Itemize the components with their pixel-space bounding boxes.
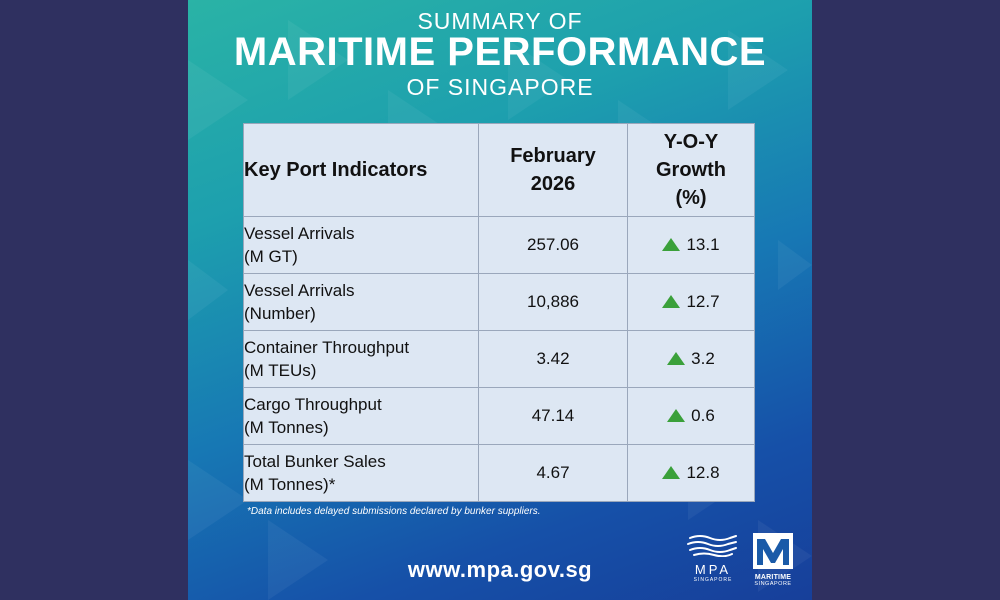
growth-value: 13.1: [686, 235, 720, 254]
indicator-label: Vessel Arrivals (M GT): [243, 216, 479, 274]
indicator-growth: 12.8: [627, 444, 755, 502]
indicator-unit: (M GT): [244, 247, 298, 266]
indicator-label: Vessel Arrivals (Number): [243, 273, 479, 331]
maritime-singapore-m-icon: [753, 533, 793, 569]
table-row: Cargo Throughput (M Tonnes) 47.14 0.6: [243, 387, 755, 445]
indicator-name: Vessel Arrivals: [244, 224, 355, 243]
footnote: *Data includes delayed submissions decla…: [247, 506, 541, 517]
header-yoy-line3: (%): [675, 187, 707, 209]
indicator-value: 47.14: [478, 387, 628, 445]
infographic-poster: SUMMARY OF MARITIME PERFORMANCE OF SINGA…: [188, 0, 812, 600]
header-yoy-growth: Y-O-Y Growth (%): [627, 123, 755, 217]
indicator-value: 257.06: [478, 216, 628, 274]
growth-value: 12.7: [686, 292, 720, 311]
indicator-value: 3.42: [478, 330, 628, 388]
header-yoy-line1: Y-O-Y: [663, 131, 719, 153]
indicator-unit: (M Tonnes): [244, 418, 329, 437]
mpa-logo-sub: SINGAPORE: [693, 577, 733, 583]
indicator-unit: (M TEUs): [244, 361, 317, 380]
growth-value: 0.6: [691, 406, 715, 425]
title-of-singapore: OF SINGAPORE: [406, 74, 594, 100]
table-row: Container Throughput (M TEUs) 3.42 3.2: [243, 330, 755, 388]
table-row: Vessel Arrivals (M GT) 257.06 13.1: [243, 216, 755, 274]
indicator-name: Cargo Throughput: [244, 395, 382, 414]
header-key-port-indicators: Key Port Indicators: [243, 123, 479, 217]
website-link[interactable]: www.mpa.gov.sg: [407, 557, 593, 582]
maritime-singapore-logo: MARITIME SINGAPORE: [748, 533, 798, 591]
header-period-month: February: [510, 145, 596, 167]
title-maritime-performance: MARITIME PERFORMANCE: [233, 30, 767, 74]
header-yoy-line2: Growth: [656, 159, 726, 181]
indicator-value: 10,886: [478, 273, 628, 331]
maritime-singapore-sub: SINGAPORE: [754, 581, 792, 587]
growth-value: 12.8: [686, 463, 720, 482]
indicator-name: Total Bunker Sales: [244, 452, 386, 471]
up-triangle-icon: [667, 352, 686, 365]
indicator-unit: (Number): [244, 304, 316, 323]
up-triangle-icon: [662, 238, 681, 251]
key-port-indicators-table: Key Port Indicators February 2026 Y-O-Y …: [243, 123, 755, 502]
indicator-growth: 12.7: [627, 273, 755, 331]
mpa-logo: MPA SINGAPORE: [683, 533, 743, 591]
growth-value: 3.2: [691, 349, 715, 368]
indicator-growth: 13.1: [627, 216, 755, 274]
up-triangle-icon: [667, 409, 686, 422]
indicator-growth: 3.2: [627, 330, 755, 388]
table-row: Vessel Arrivals (Number) 10,886 12.7: [243, 273, 755, 331]
indicator-name: Vessel Arrivals: [244, 281, 355, 300]
indicator-value: 4.67: [478, 444, 628, 502]
indicator-unit: (M Tonnes)*: [244, 475, 336, 494]
table-row: Total Bunker Sales (M Tonnes)* 4.67 12.8: [243, 444, 755, 502]
up-triangle-icon: [662, 466, 681, 479]
up-triangle-icon: [662, 295, 681, 308]
maritime-singapore-name: MARITIME: [754, 574, 792, 581]
indicator-name: Container Throughput: [244, 338, 410, 357]
indicator-label: Total Bunker Sales (M Tonnes)*: [243, 444, 479, 502]
mpa-waves-icon: [687, 535, 737, 558]
mpa-logo-name: MPA: [694, 562, 732, 577]
header-period: February 2026: [478, 123, 628, 217]
header-period-year: 2026: [530, 173, 576, 195]
indicator-label: Container Throughput (M TEUs): [243, 330, 479, 388]
indicator-growth: 0.6: [627, 387, 755, 445]
title-summary-of: SUMMARY OF: [417, 8, 583, 34]
indicator-label: Cargo Throughput (M Tonnes): [243, 387, 479, 445]
table-header-row: Key Port Indicators February 2026 Y-O-Y …: [243, 123, 755, 217]
